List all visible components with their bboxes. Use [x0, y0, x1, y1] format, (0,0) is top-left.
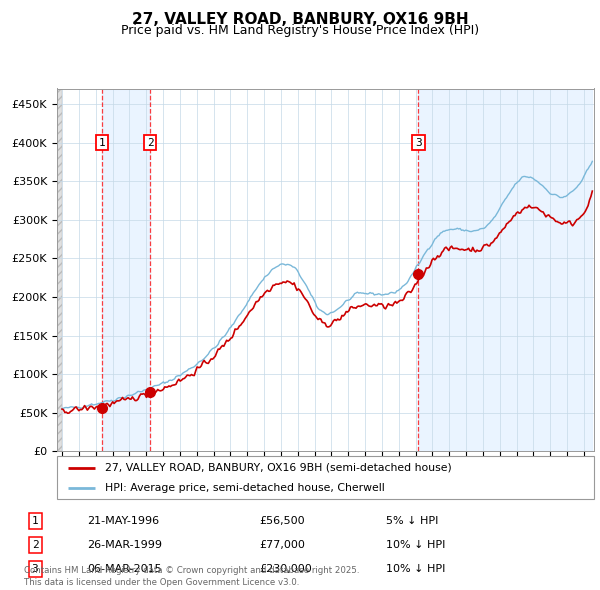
Text: 3: 3	[415, 137, 422, 148]
Bar	[418, 88, 592, 451]
Text: 2: 2	[32, 540, 38, 550]
Text: 26-MAR-1999: 26-MAR-1999	[87, 540, 162, 550]
Text: 06-MAR-2015: 06-MAR-2015	[87, 565, 161, 574]
Text: £230,000: £230,000	[260, 565, 313, 574]
Text: 10% ↓ HPI: 10% ↓ HPI	[386, 540, 446, 550]
Text: 21-MAY-1996: 21-MAY-1996	[87, 516, 159, 526]
Text: 1: 1	[32, 516, 38, 526]
Text: Contains HM Land Registry data © Crown copyright and database right 2025.
This d: Contains HM Land Registry data © Crown c…	[24, 566, 359, 587]
Text: 3: 3	[32, 565, 38, 574]
FancyBboxPatch shape	[57, 456, 594, 499]
Text: 2: 2	[147, 137, 154, 148]
Bar	[102, 88, 150, 451]
Text: 5% ↓ HPI: 5% ↓ HPI	[386, 516, 439, 526]
Text: Price paid vs. HM Land Registry's House Price Index (HPI): Price paid vs. HM Land Registry's House …	[121, 24, 479, 37]
Text: 10% ↓ HPI: 10% ↓ HPI	[386, 565, 446, 574]
Text: 27, VALLEY ROAD, BANBURY, OX16 9BH: 27, VALLEY ROAD, BANBURY, OX16 9BH	[131, 12, 469, 27]
Text: £77,000: £77,000	[260, 540, 305, 550]
Text: HPI: Average price, semi-detached house, Cherwell: HPI: Average price, semi-detached house,…	[106, 483, 385, 493]
Text: 1: 1	[99, 137, 106, 148]
Text: 27, VALLEY ROAD, BANBURY, OX16 9BH (semi-detached house): 27, VALLEY ROAD, BANBURY, OX16 9BH (semi…	[106, 463, 452, 473]
Text: £56,500: £56,500	[260, 516, 305, 526]
